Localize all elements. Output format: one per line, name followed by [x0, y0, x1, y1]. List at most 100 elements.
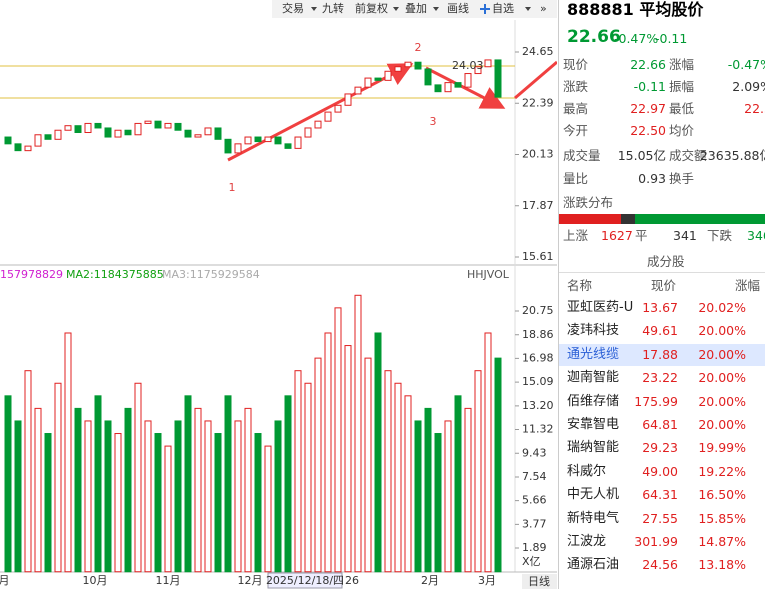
candle — [414, 61, 422, 70]
volume-axis-label: 15.09 — [522, 375, 554, 388]
volume-bar — [24, 370, 32, 573]
x-axis-label: 2025/12/18/四 — [266, 574, 344, 587]
toolbar-item[interactable]: 叠加 — [405, 2, 427, 15]
volume-bar — [404, 395, 412, 573]
candle — [304, 127, 312, 138]
dropdown-icon — [393, 7, 399, 11]
volume-bar — [424, 407, 432, 573]
quote-label: 成交额 — [669, 148, 707, 163]
volume-axis-label: 18.86 — [522, 328, 554, 341]
dist-label: 上涨 — [563, 228, 589, 243]
stock-price: 64.31 — [642, 487, 678, 503]
stock-name[interactable]: 科威尔 — [567, 463, 607, 479]
quote-label: 最低 — [669, 101, 695, 116]
stock-name[interactable]: 通光线缆 — [567, 346, 620, 362]
stock-name[interactable]: 亚虹医药-U — [567, 300, 634, 315]
stock-name[interactable]: 通源石油 — [567, 557, 620, 573]
candle — [104, 127, 112, 138]
volume-bar — [134, 382, 142, 573]
x-axis-label: 11月 — [156, 574, 181, 587]
stock-change: 19.22% — [698, 463, 746, 479]
stock-price: 49.00 — [642, 463, 678, 479]
volume-axis-label: 16.98 — [522, 351, 554, 364]
volume-bar — [354, 294, 362, 573]
indicator-name: HHJVOL — [467, 268, 510, 281]
stock-name[interactable]: 中无人机 — [567, 487, 620, 503]
candle — [84, 122, 92, 134]
distribution-bar — [621, 214, 635, 224]
stock-price: 175.99 — [634, 393, 678, 409]
change-pct: -0.47% — [614, 31, 659, 46]
candle — [254, 136, 262, 143]
volume-bar — [194, 407, 202, 573]
candle — [324, 111, 332, 122]
stock-name[interactable]: 瑞纳智能 — [567, 440, 620, 456]
stock-name[interactable]: 佰维存储 — [567, 393, 620, 409]
candle — [194, 134, 202, 138]
toolbar-item[interactable]: 九转 — [322, 1, 344, 15]
quote-label: 涨幅 — [669, 57, 695, 72]
candle — [494, 59, 502, 98]
stock-name[interactable]: 凌玮科技 — [567, 323, 620, 339]
price: 22.66 — [567, 27, 621, 47]
quote-label: 涨跌 — [563, 79, 589, 94]
toolbar-item[interactable]: 画线 — [447, 1, 469, 15]
dropdown-icon — [311, 7, 317, 11]
volume-bar — [34, 407, 42, 573]
arrow — [425, 66, 506, 109]
col-header: 涨幅 — [734, 278, 760, 293]
quote-value: 0.93 — [638, 171, 666, 186]
volume-bar — [184, 395, 192, 573]
stock-name[interactable]: 新特电气 — [567, 510, 620, 526]
price-axis-label: 22.39 — [522, 96, 554, 109]
stock-name[interactable]: 迦南智能 — [567, 370, 620, 386]
candle — [464, 73, 472, 88]
price-axis-label: 17.87 — [522, 199, 554, 212]
stock-price: 301.99 — [634, 534, 678, 549]
volume-bar — [324, 332, 332, 573]
candle — [34, 134, 42, 147]
quote-label: 最高 — [563, 101, 589, 116]
quote-label: 振幅 — [669, 79, 695, 94]
stock-change: 14.87% — [698, 534, 746, 549]
stock-price: 13.67 — [642, 300, 678, 315]
volume-bar — [464, 407, 472, 573]
toolbar-item[interactable]: 自选 — [492, 2, 514, 15]
candle — [114, 129, 122, 138]
volume-bar — [144, 420, 152, 573]
quote-value: 22.66 — [630, 57, 666, 72]
stock-name[interactable]: 安靠智电 — [567, 417, 620, 432]
stock-price: 17.88 — [642, 346, 678, 362]
stock-change: 20.00% — [698, 393, 746, 409]
volume-legend: 157978829 — [0, 268, 63, 281]
toolbar-item[interactable]: » — [540, 2, 547, 15]
dist-value: 346 — [747, 228, 765, 243]
volume-bar — [434, 433, 442, 573]
volume-bar — [94, 395, 102, 573]
candle — [354, 86, 362, 95]
toolbar-item[interactable]: 前复权 — [355, 1, 388, 15]
volume-bar — [224, 395, 232, 573]
stock-price: 64.81 — [642, 417, 678, 432]
volume-axis-label: 5.66 — [522, 494, 547, 507]
col-header: 现价 — [650, 278, 676, 293]
candle — [164, 122, 172, 129]
arrow — [227, 63, 414, 162]
volume-axis-label: 11.32 — [522, 423, 554, 436]
change: -0.11 — [655, 31, 688, 46]
col-header: 名称 — [567, 278, 593, 293]
stock-price: 29.23 — [642, 440, 678, 456]
toolbar-item[interactable]: 交易 — [282, 1, 304, 15]
candle — [264, 136, 272, 143]
stock-name[interactable]: 江波龙 — [567, 534, 607, 549]
quote-label: 成交量 — [563, 148, 601, 163]
volume-bar — [394, 382, 402, 573]
candle — [474, 66, 482, 75]
quote-label: 均价 — [669, 123, 695, 138]
candle — [444, 82, 452, 93]
volume-bar — [334, 307, 342, 573]
candle — [174, 122, 182, 131]
volume-bar — [454, 395, 462, 573]
x-axis-label: 2月 — [421, 574, 439, 587]
stock-change: 13.18% — [698, 557, 746, 573]
